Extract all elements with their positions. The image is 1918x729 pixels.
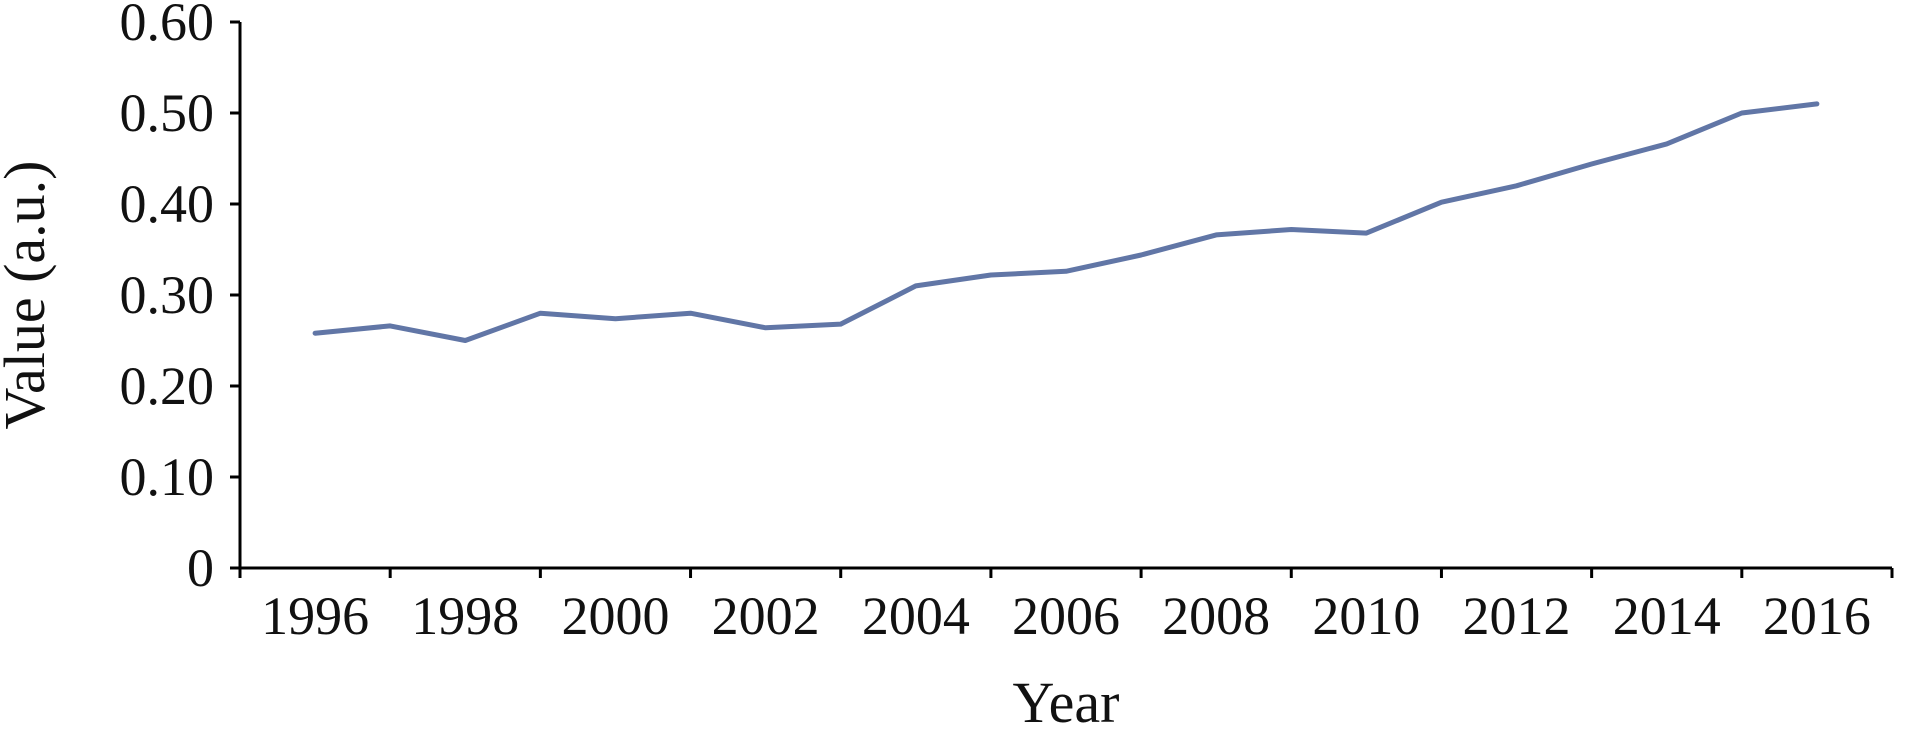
series-line — [312, 101, 1820, 343]
y-axis-title: Value (a.u.) — [0, 161, 57, 430]
x-tick-label: 2008 — [1162, 586, 1270, 646]
x-tick-label: 2004 — [862, 586, 970, 646]
y-axis-ticks: 0 0.10 0.20 0.30 0.40 0.50 0.60 — [120, 0, 240, 598]
x-tick-label: 2012 — [1463, 586, 1571, 646]
x-tick-label: 2010 — [1312, 586, 1420, 646]
y-tick-label: 0.20 — [120, 356, 215, 416]
y-tick-label: 0 — [187, 538, 214, 598]
y-tick-label: 0.10 — [120, 447, 215, 507]
x-tick-label: 1996 — [261, 586, 369, 646]
y-tick-label: 0.30 — [120, 265, 215, 325]
y-tick-label: 0.50 — [120, 83, 215, 143]
x-tick-label: 2014 — [1613, 586, 1721, 646]
y-tick-label: 0.40 — [120, 174, 215, 234]
x-tick-label: 2006 — [1012, 586, 1120, 646]
x-tick-label: 2002 — [712, 586, 820, 646]
x-axis-ticks: 1996 1998 2000 2002 2004 2006 2008 2010 2012 2014… — [238, 568, 1894, 646]
x-axis-title: Year — [1013, 670, 1120, 729]
x-tick-label: 2000 — [561, 586, 669, 646]
x-tick-label: 2016 — [1763, 586, 1871, 646]
series-layer — [312, 101, 1820, 343]
x-tick-label: 1998 — [411, 586, 519, 646]
y-tick-label: 0.60 — [120, 0, 215, 52]
